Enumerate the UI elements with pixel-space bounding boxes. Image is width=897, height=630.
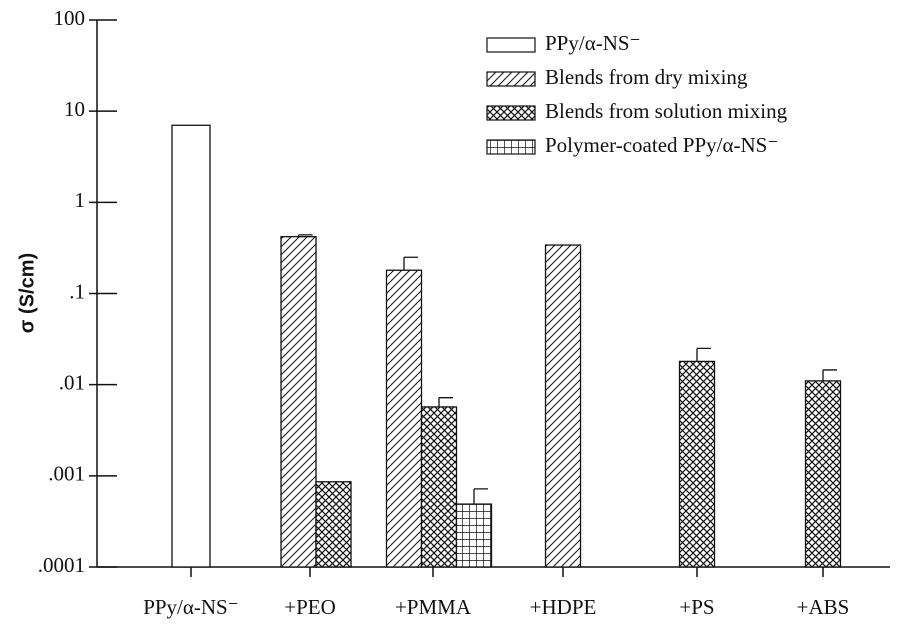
legend-swatch <box>486 139 536 155</box>
error-bar <box>403 256 418 271</box>
error-bar <box>473 488 488 505</box>
legend-label: Blends from solution mixing <box>545 99 788 123</box>
error-bar <box>297 234 313 237</box>
legend-label: Blends from dry mixing <box>545 65 748 89</box>
legend-swatch <box>486 105 536 121</box>
x-tick-label: PPy/α-NS⁻ <box>143 595 239 619</box>
error-bar <box>438 397 453 407</box>
x-tick-label: +PEO <box>284 595 336 619</box>
x-tick-label: +PMMA <box>395 595 472 619</box>
bar <box>385 269 423 568</box>
x-tick-label: +HDPE <box>530 595 597 619</box>
y-tick-label: .001 <box>48 462 85 486</box>
y-tick-label: .0001 <box>38 553 85 577</box>
legend-swatch <box>486 71 536 87</box>
y-tick-label: .1 <box>69 279 85 303</box>
legend-label: PPy/α-NS⁻ <box>545 31 641 55</box>
y-tick-label: 100 <box>54 6 86 30</box>
y-tick-label: 1 <box>75 188 86 212</box>
error-bar <box>822 369 837 381</box>
legend-swatch <box>486 37 536 53</box>
error-bar <box>696 347 711 362</box>
y-axis-title: σ (S/cm) <box>16 253 38 333</box>
bar <box>455 503 493 568</box>
y-tick-label: .01 <box>59 370 85 394</box>
bar <box>315 481 352 568</box>
x-tick-label: +ABS <box>797 595 850 619</box>
bar <box>678 360 716 568</box>
bar <box>171 124 211 568</box>
bar <box>280 236 317 568</box>
bar <box>420 406 458 568</box>
x-tick-label: +PS <box>679 595 714 619</box>
bar <box>804 380 842 568</box>
y-tick-label: 10 <box>64 97 85 121</box>
legend-label: Polymer-coated PPy/α-NS⁻ <box>545 133 778 157</box>
bar <box>544 244 582 568</box>
